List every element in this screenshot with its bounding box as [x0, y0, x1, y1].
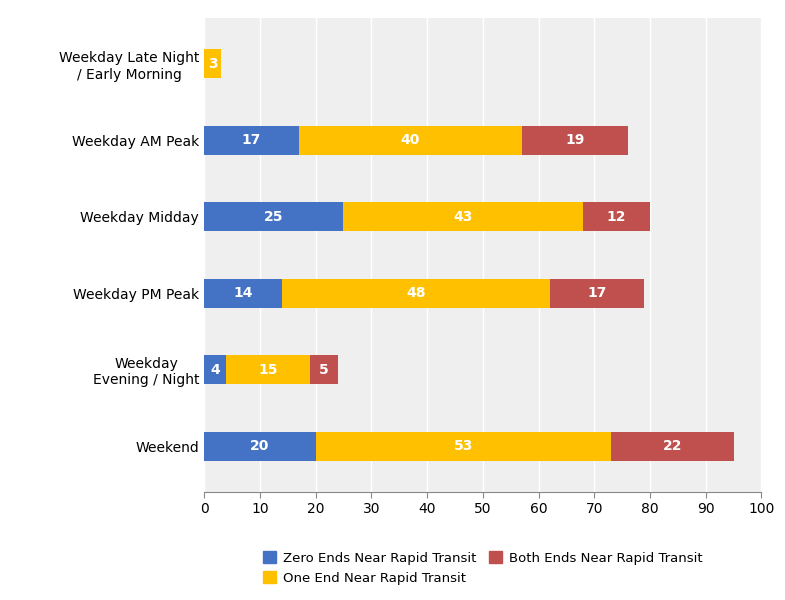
Bar: [204, 278, 282, 308]
Bar: [344, 202, 583, 231]
Bar: [583, 202, 650, 231]
Text: 43: 43: [454, 210, 473, 224]
Bar: [522, 126, 628, 155]
Text: 15: 15: [258, 362, 278, 377]
Bar: [316, 431, 611, 461]
Text: 40: 40: [400, 133, 420, 148]
Text: 4: 4: [210, 362, 220, 377]
Bar: [204, 431, 316, 461]
Bar: [204, 49, 221, 79]
Text: 25: 25: [264, 210, 283, 224]
Bar: [204, 202, 344, 231]
Bar: [204, 355, 226, 384]
Text: 3: 3: [208, 57, 217, 71]
Bar: [204, 126, 299, 155]
Legend: Zero Ends Near Rapid Transit, One End Near Rapid Transit, Both Ends Near Rapid T: Zero Ends Near Rapid Transit, One End Ne…: [257, 546, 708, 590]
Bar: [310, 355, 338, 384]
Text: 5: 5: [319, 362, 329, 377]
Text: 17: 17: [242, 133, 261, 148]
Bar: [226, 355, 310, 384]
Bar: [299, 126, 522, 155]
Text: 14: 14: [233, 286, 253, 300]
Text: 22: 22: [663, 439, 682, 453]
Bar: [282, 278, 550, 308]
Text: 19: 19: [565, 133, 584, 148]
Text: 48: 48: [406, 286, 425, 300]
Text: 12: 12: [607, 210, 626, 224]
Bar: [550, 278, 644, 308]
Text: 53: 53: [454, 439, 473, 453]
Bar: [611, 431, 733, 461]
Text: 17: 17: [587, 286, 607, 300]
Text: 20: 20: [250, 439, 269, 453]
